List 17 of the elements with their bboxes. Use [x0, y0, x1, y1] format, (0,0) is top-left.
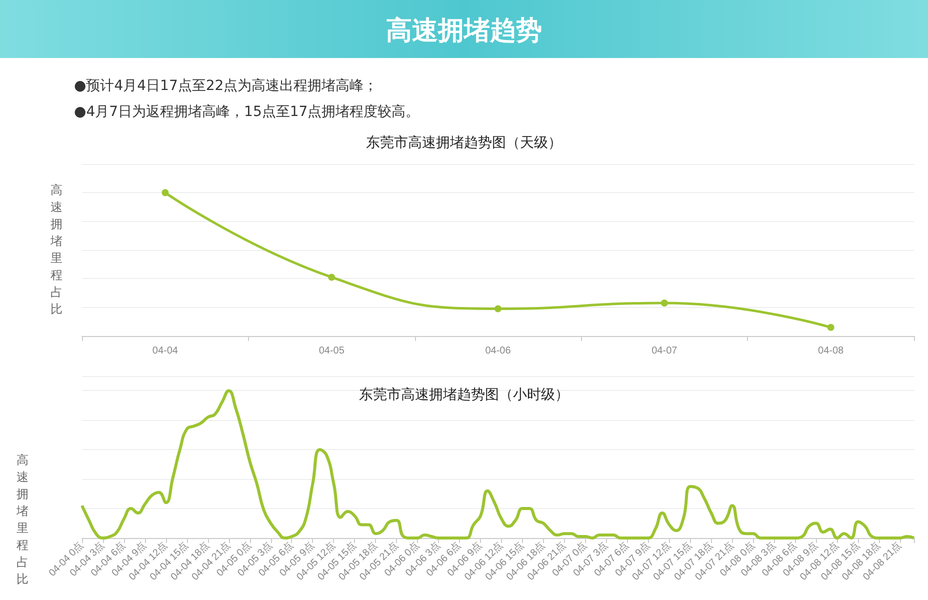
y-axis-title: 高速拥堵里程占比 — [16, 452, 29, 588]
y-axis-title: 高速拥堵里程占比 — [50, 182, 63, 318]
text: ●预计4月4日17点至22点为高速出程拥堵高峰； — [74, 77, 378, 95]
x-tick-label: 04-04 — [152, 346, 178, 356]
x-tick-label: 04-08 — [818, 346, 844, 356]
text: ●4月7日为返程拥堵高峰，15点至17点拥堵程度较高。 — [74, 103, 420, 121]
x-tick-label: 04-07 — [652, 346, 678, 356]
point — [660, 300, 668, 307]
chart-title: 东莞市高速拥堵趋势图（天级） — [366, 134, 562, 150]
chart-title: 东莞市高速拥堵趋势图（小时级） — [359, 386, 569, 402]
text: 高速拥堵趋势 — [0, 0, 928, 58]
x-tick-label: 04-05 — [318, 346, 345, 356]
point — [827, 324, 834, 331]
x-tick-label: 04-06 — [485, 346, 512, 356]
point — [328, 274, 336, 281]
point — [494, 305, 502, 312]
point — [162, 189, 169, 196]
